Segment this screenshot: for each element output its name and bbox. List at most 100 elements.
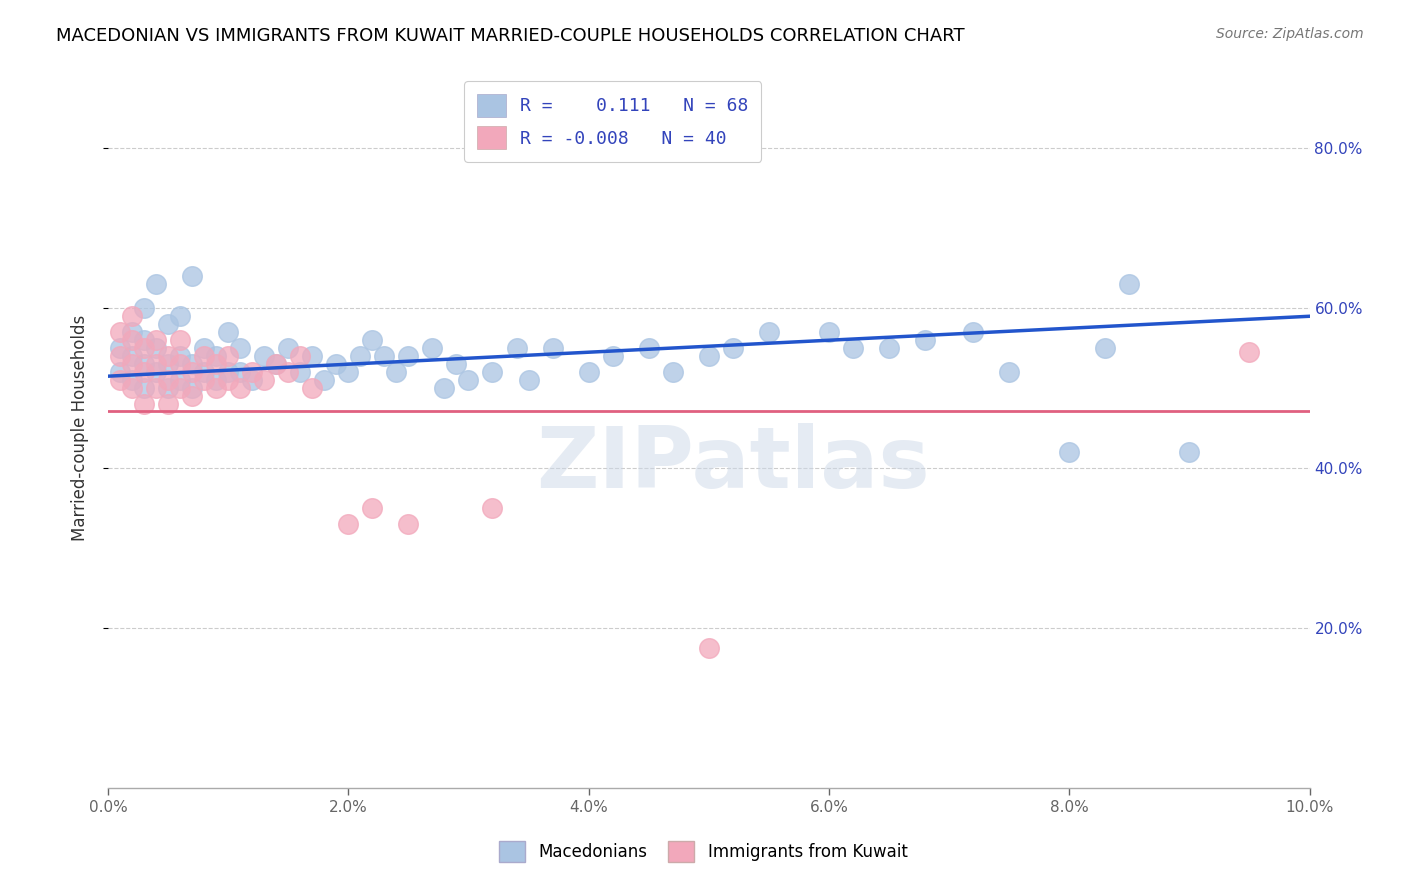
Point (914, 333, 936, 347)
Point (169, 349, 191, 363)
Point (240, 373, 263, 387)
Point (121, 310, 143, 324)
Point (205, 357, 228, 371)
Point (217, 365, 239, 379)
Point (349, 349, 371, 363)
Point (132, 381, 155, 395)
Point (132, 365, 155, 379)
Point (457, 373, 479, 387)
Point (517, 373, 540, 387)
Point (181, 357, 204, 371)
Point (132, 301, 155, 316)
Point (193, 349, 215, 363)
Point (277, 341, 299, 355)
Point (253, 349, 276, 363)
Point (661, 365, 683, 379)
Legend: Macedonians, Immigrants from Kuwait: Macedonians, Immigrants from Kuwait (491, 832, 915, 871)
Point (132, 357, 155, 371)
Point (758, 325, 780, 339)
Point (121, 373, 143, 387)
Point (145, 333, 167, 347)
Point (193, 341, 215, 355)
Point (361, 333, 384, 347)
Text: MACEDONIAN VS IMMIGRANTS FROM KUWAIT MARRIED-COUPLE HOUSEHOLDS CORRELATION CHART: MACEDONIAN VS IMMIGRANTS FROM KUWAIT MAR… (56, 27, 965, 45)
Point (697, 349, 720, 363)
Point (145, 341, 167, 355)
Point (205, 349, 228, 363)
Y-axis label: Married-couple Households: Married-couple Households (72, 315, 89, 541)
Point (998, 365, 1021, 379)
Point (578, 365, 600, 379)
Point (337, 365, 360, 379)
Point (277, 365, 299, 379)
Point (1118, 277, 1140, 292)
Point (446, 357, 468, 371)
Legend: R =    0.111   N = 68, R = -0.008   N = 40: R = 0.111 N = 68, R = -0.008 N = 40 (464, 81, 761, 161)
Point (157, 381, 180, 395)
Point (157, 318, 180, 332)
Point (169, 381, 191, 395)
Point (385, 365, 408, 379)
Text: ZIPatlas: ZIPatlas (536, 423, 929, 506)
Point (541, 341, 564, 355)
Point (217, 349, 239, 363)
Point (181, 389, 204, 403)
Point (290, 349, 312, 363)
Point (721, 341, 744, 355)
Point (229, 381, 252, 395)
Point (842, 341, 865, 355)
Point (108, 325, 131, 339)
Point (193, 373, 215, 387)
Point (433, 381, 456, 395)
Point (1239, 345, 1261, 359)
Point (145, 365, 167, 379)
Point (481, 501, 503, 516)
Point (132, 333, 155, 347)
Point (121, 349, 143, 363)
Point (325, 357, 347, 371)
Point (229, 341, 252, 355)
Point (181, 365, 204, 379)
Point (697, 640, 720, 655)
Point (181, 269, 204, 284)
Point (217, 325, 239, 339)
Point (1094, 341, 1116, 355)
Point (962, 325, 984, 339)
Point (108, 373, 131, 387)
Point (205, 373, 228, 387)
Point (337, 516, 360, 531)
Point (121, 357, 143, 371)
Point (121, 333, 143, 347)
Point (169, 333, 191, 347)
Point (264, 357, 287, 371)
Point (157, 357, 180, 371)
Point (169, 310, 191, 324)
Point (290, 365, 312, 379)
Point (422, 341, 444, 355)
Point (145, 381, 167, 395)
Point (877, 341, 900, 355)
Point (108, 365, 131, 379)
Point (314, 373, 336, 387)
Point (505, 341, 527, 355)
Point (240, 365, 263, 379)
Point (264, 357, 287, 371)
Point (396, 349, 419, 363)
Point (169, 357, 191, 371)
Point (181, 381, 204, 395)
Point (145, 357, 167, 371)
Point (481, 365, 503, 379)
Point (361, 501, 384, 516)
Point (169, 373, 191, 387)
Point (1178, 445, 1201, 459)
Point (602, 349, 624, 363)
Point (396, 516, 419, 531)
Point (108, 349, 131, 363)
Point (373, 349, 395, 363)
Point (121, 381, 143, 395)
Point (132, 397, 155, 411)
Point (157, 349, 180, 363)
Point (157, 373, 180, 387)
Point (108, 341, 131, 355)
Text: Source: ZipAtlas.com: Source: ZipAtlas.com (1216, 27, 1364, 41)
